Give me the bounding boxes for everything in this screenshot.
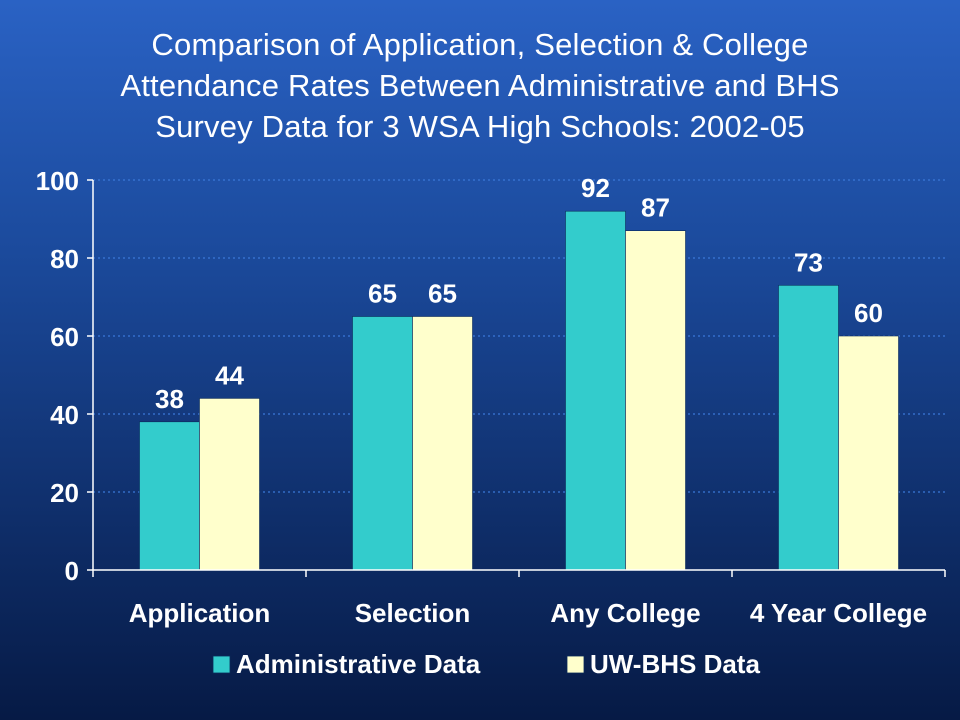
bar-uw-bhs	[412, 316, 473, 571]
y-tick-label: 60	[50, 322, 79, 352]
chart-title: Comparison of Application, Selection & C…	[20, 24, 940, 147]
x-tick-label: Any College	[550, 598, 700, 628]
data-label: 65	[368, 279, 397, 309]
y-tick-label: 80	[50, 244, 79, 274]
legend: Administrative Data UW-BHS Data	[212, 649, 760, 679]
bar-administrative	[139, 421, 200, 571]
x-tick-label: 4 Year College	[750, 598, 927, 628]
legend-swatch	[566, 655, 585, 674]
y-tick-label: 40	[50, 400, 79, 430]
chart-title-line-3: Survey Data for 3 WSA High Schools: 2002…	[155, 109, 805, 144]
x-tick-label: Selection	[355, 598, 471, 628]
data-label: 60	[854, 298, 883, 328]
data-label: 92	[581, 173, 610, 203]
data-label: 87	[641, 193, 670, 223]
data-label: 38	[155, 384, 184, 414]
bar-uw-bhs	[625, 230, 686, 571]
data-label: 44	[215, 360, 244, 390]
chart-title-line-2: Attendance Rates Between Administrative …	[120, 68, 840, 103]
bar-administrative	[778, 284, 839, 571]
bar-administrative	[352, 316, 413, 571]
axis-layer	[87, 179, 946, 577]
x-tick-label: Application	[129, 598, 271, 628]
bar-administrative	[565, 210, 626, 571]
legend-swatch	[212, 655, 231, 674]
data-label: 73	[794, 247, 823, 277]
bar-uw-bhs	[838, 335, 899, 571]
y-tick-label: 0	[65, 556, 79, 586]
legend-label: Administrative Data	[236, 649, 481, 679]
labels-layer: 0 20 40 60 80 100 38 44 Application 65 65 Selection…	[36, 166, 928, 628]
bars-layer	[139, 210, 899, 571]
legend-label: UW-BHS Data	[590, 649, 760, 679]
data-label: 65	[428, 279, 457, 309]
chart-title-line-1: Comparison of Application, Selection & C…	[151, 27, 809, 62]
bar-uw-bhs	[199, 398, 260, 571]
y-tick-label: 20	[50, 478, 79, 508]
y-tick-label: 100	[36, 166, 79, 196]
